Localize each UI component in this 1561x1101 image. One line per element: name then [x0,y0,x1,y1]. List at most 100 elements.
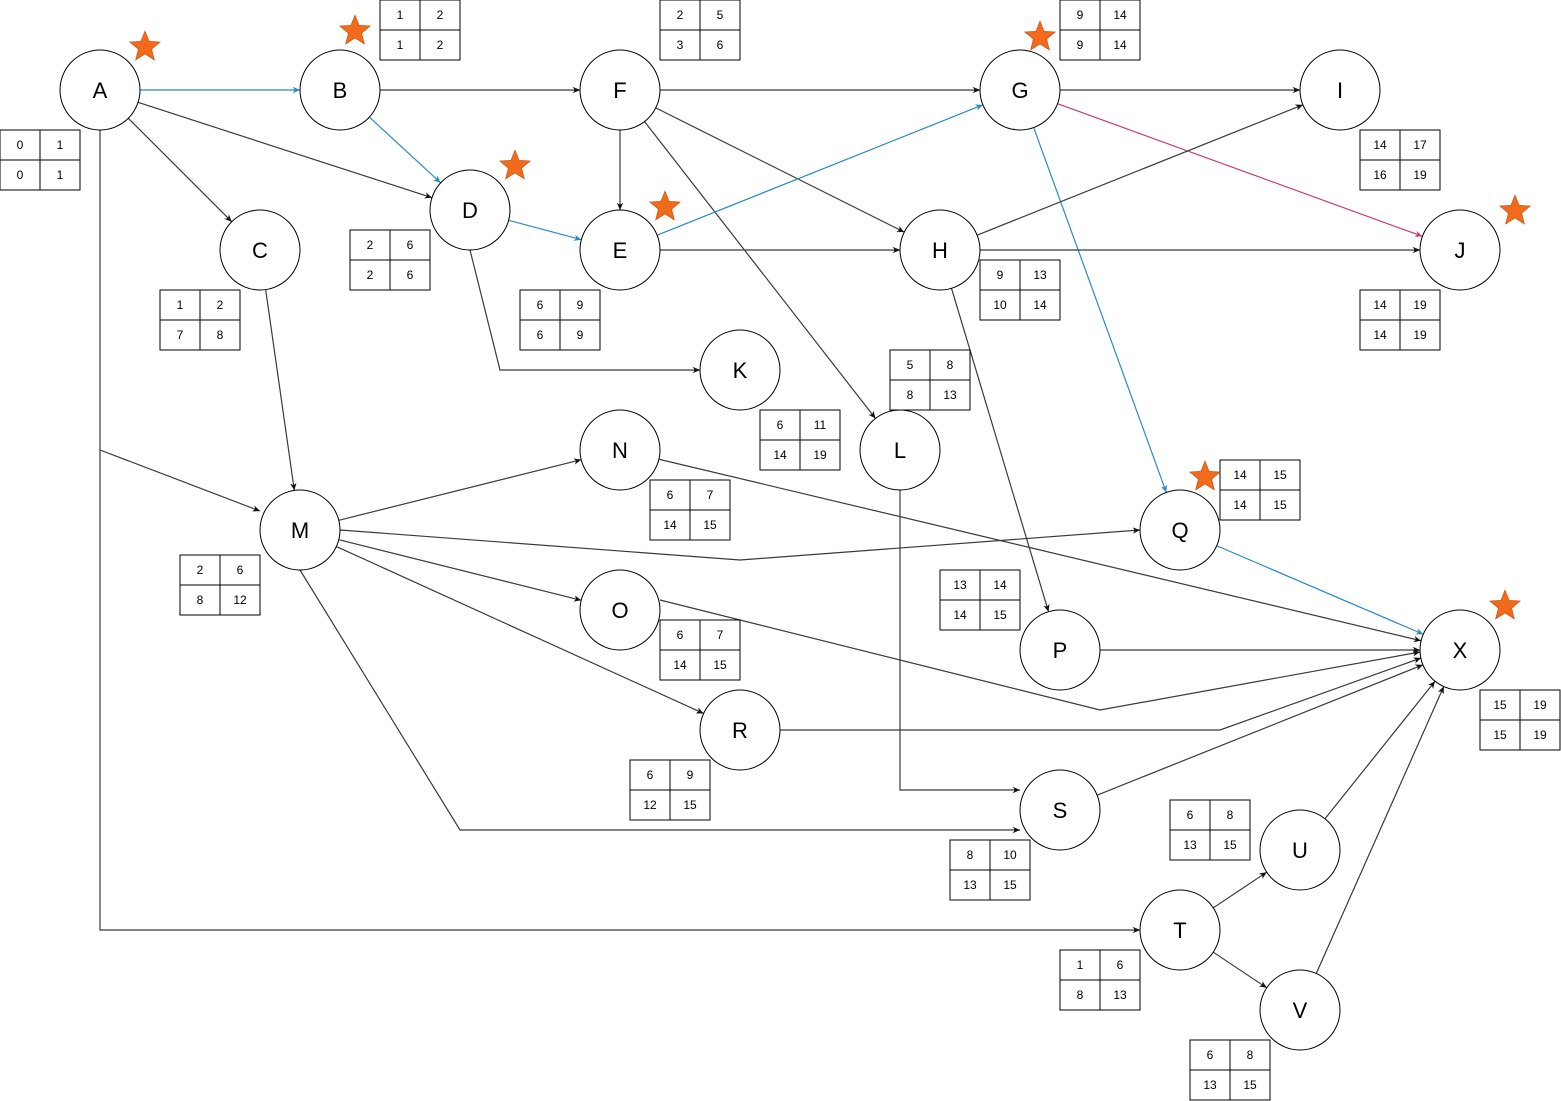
table-cell [1399,289,1441,321]
node-label: L [894,438,906,463]
table-cell [159,289,201,321]
table-cell [989,869,1031,901]
time-table-j: 14 19 14 19 [1359,289,1441,351]
table-cell [669,789,711,821]
time-table-r: 6 9 12 15 [629,759,711,821]
table-cell-value: 2 [367,268,374,282]
table-cell-value: 14 [773,448,787,462]
time-table-s: 8 10 13 15 [949,839,1031,901]
node-label: E [613,238,628,263]
table-cell [219,554,261,586]
node-label: I [1337,78,1343,103]
table-cell [799,409,841,441]
table-cell-value: 14 [993,578,1007,592]
table-cell [979,569,1021,601]
table-cell-value: 13 [1113,988,1127,1002]
edge-o-to-x [659,599,1421,711]
table-cell [649,479,691,511]
table-cell-value: 1 [57,138,64,152]
table-cell-value: 15 [703,518,717,532]
table-cell [929,379,971,411]
table-cell-value: 15 [1243,1078,1257,1092]
node-i: I [1299,49,1381,131]
table-cell-value: 2 [437,38,444,52]
table-cell-value: 2 [197,563,204,577]
node-label: K [733,358,748,383]
star-icon [649,190,681,221]
node-e: E [579,209,661,291]
edge-l-to-s [899,490,1020,794]
table-cell-value: 7 [707,488,714,502]
table-cell [1059,949,1101,981]
table-cell [799,439,841,471]
node-circle [1259,809,1341,891]
node-f: F [579,49,661,131]
edge-e-to-g [656,104,984,236]
time-table-x: 15 19 15 19 [1479,689,1561,751]
node-x: X [1419,609,1501,691]
table-cell-value: 9 [1077,38,1084,52]
table-cell-value: 9 [687,768,694,782]
node-circle [219,209,301,291]
table-cell-value: 8 [947,358,954,372]
table-cell [1399,129,1441,161]
table-cell-value: 6 [407,268,414,282]
edge-q-to-x [1216,545,1424,635]
edge-g-to-j [1057,103,1423,237]
node-s: S [1019,769,1101,851]
table-cell [629,789,671,821]
edge-s-to-x [1096,664,1424,796]
table-cell [759,439,801,471]
table-cell-value: 3 [677,38,684,52]
node-label: G [1011,78,1028,103]
table-cell-value: 14 [953,608,967,622]
edge-m-to-q [339,527,1141,561]
edge-f-to-h [655,107,905,233]
table-cell [979,599,1021,631]
edge-d-to-e [508,219,582,241]
table-cell [659,649,701,681]
table-cell-value: 13 [943,388,957,402]
table-cell-value: 16 [1373,168,1387,182]
table-cell-value: 13 [1203,1078,1217,1092]
table-cell [179,584,221,616]
node-k: K [699,329,781,411]
table-cell [419,29,461,61]
table-cell [389,229,431,261]
table-cell-value: 1 [397,38,404,52]
node-label: A [93,78,108,103]
time-table-m: 2 6 8 12 [179,554,261,616]
table-cell-value: 0 [17,138,24,152]
node-l: L [859,409,941,491]
table-cell [39,129,81,161]
table-cell-value: 9 [997,268,1004,282]
table-cell-value: 15 [1493,728,1507,742]
time-table-a: 0 1 0 1 [0,129,81,191]
edges-layer [99,86,1445,989]
table-cell-value: 19 [1533,728,1547,742]
node-circle [579,569,661,651]
node-circle [579,409,661,491]
table-cell-value: 10 [1003,848,1017,862]
table-cell [1209,829,1251,861]
table-cell [1399,159,1441,191]
time-table-n: 6 7 14 15 [649,479,731,541]
edge-n-to-x [658,458,1422,643]
table-cell-value: 15 [1273,498,1287,512]
table-cell-value: 6 [647,768,654,782]
node-circle [1419,609,1501,691]
edge-r-to-x [780,657,1422,731]
table-cell-value: 2 [677,8,684,22]
node-circle [699,329,781,411]
table-cell [559,319,601,351]
edge-u-to-x [1324,680,1436,820]
node-circle [859,409,941,491]
table-cell-value: 7 [717,628,724,642]
table-cell-value: 17 [1413,138,1427,152]
table-cell [1099,29,1141,61]
node-g: G [979,49,1061,131]
table-cell-value: 1 [1077,958,1084,972]
node-t: T [1139,889,1221,971]
star-icon [1024,20,1056,51]
table-cell-value: 13 [963,878,977,892]
